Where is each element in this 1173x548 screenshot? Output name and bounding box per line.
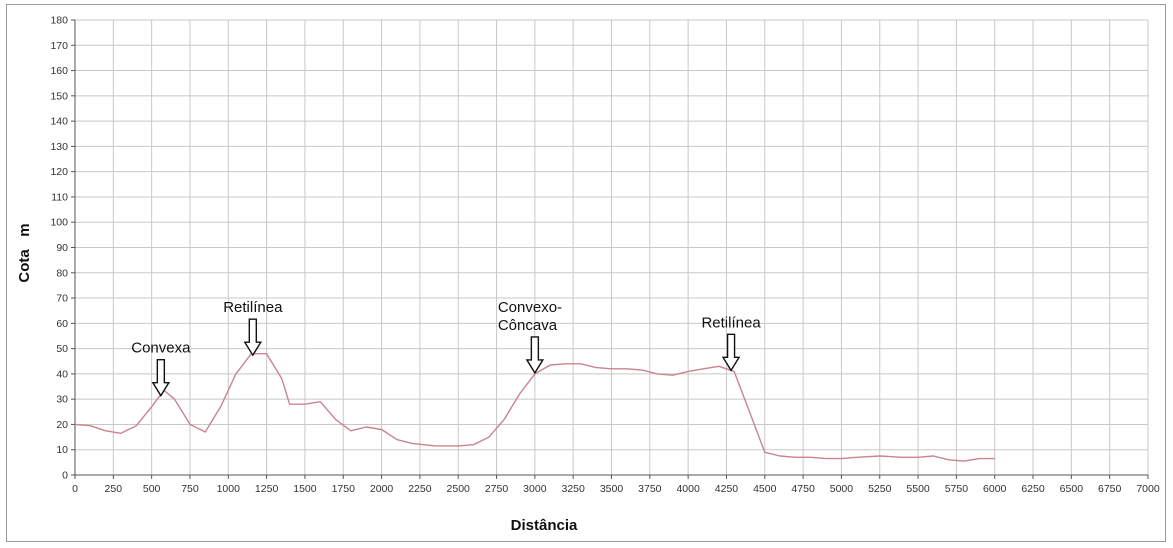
- axes: [71, 19, 1149, 479]
- series-layer: [74, 353, 995, 462]
- x-tick-label: 4000: [676, 483, 700, 495]
- annotation-label: Retilínea: [223, 299, 283, 316]
- x-tick-label: 6500: [1060, 483, 1084, 495]
- x-tick-labels: 0 250 500 750 1000 1250 1500 1750 2000 2250 2500 27…: [72, 483, 1160, 495]
- annotation-label: Retilínea: [701, 314, 761, 331]
- y-tick-label: 160: [50, 65, 68, 77]
- x-tick-label: 750: [181, 483, 199, 495]
- x-tick-label: 2000: [370, 483, 394, 495]
- grid: [75, 19, 1149, 475]
- x-tick-label: 1250: [255, 483, 279, 495]
- y-tick-label: 20: [56, 419, 68, 431]
- x-tick-label: 250: [105, 483, 123, 495]
- x-tick-label: 6250: [1021, 483, 1045, 495]
- x-axis-title: Distância: [511, 517, 578, 534]
- y-tick-label: 110: [51, 191, 68, 203]
- x-tick-label: 3250: [561, 483, 585, 495]
- x-tick-label: 3000: [523, 483, 547, 495]
- x-tick-label: 6000: [983, 483, 1007, 495]
- chart-frame: 0 250 500 750 1000 1250 1500 1750 2000 2250 2500 27…: [6, 4, 1166, 542]
- x-tick-label: 1500: [293, 483, 317, 495]
- y-tick-label: 10: [56, 444, 68, 456]
- x-tick-label: 3500: [600, 483, 624, 495]
- x-tick-label: 6750: [1098, 483, 1122, 495]
- y-tick-label: 30: [56, 394, 68, 406]
- y-tick-label: 70: [56, 293, 68, 305]
- annotation-line: Retilínea: [701, 314, 761, 331]
- y-tick-label: 120: [50, 166, 68, 178]
- x-tick-label: 5500: [906, 483, 930, 495]
- annotation-line: Côncava: [498, 317, 558, 334]
- y-tick-labels: 0 10 20 30 40 50 60 70 80 90 100 110 120 130 140 150 160…: [50, 15, 68, 482]
- x-tick-label: 5250: [868, 483, 892, 495]
- y-tick-label: 180: [50, 15, 68, 27]
- arrow-down-icon: [151, 358, 171, 397]
- x-tick-label: 4750: [791, 483, 815, 495]
- annotation-label: Convexa: [131, 340, 191, 357]
- y-axis-title: Cota m: [16, 223, 33, 282]
- x-tick-label: 1750: [332, 483, 356, 495]
- x-tick-label: 0: [72, 483, 78, 495]
- annotation-line: Convexa: [131, 340, 191, 357]
- x-tick-label: 1000: [217, 483, 241, 495]
- annotation: Retilínea: [223, 299, 283, 357]
- annotation: Convexo-Côncava: [498, 299, 562, 375]
- annotation-line: Retilínea: [223, 299, 283, 316]
- x-tick-label: 3750: [638, 483, 662, 495]
- x-tick-label: 2500: [447, 483, 471, 495]
- annotation: Convexa: [131, 340, 191, 397]
- arrow-down-icon: [243, 318, 263, 357]
- x-tick-label: 4500: [753, 483, 777, 495]
- x-tick-label: 2750: [485, 483, 509, 495]
- y-tick-label: 90: [56, 242, 68, 254]
- x-tick-label: 4250: [715, 483, 739, 495]
- arrow-down-icon: [525, 336, 545, 375]
- y-tick-label: 140: [50, 116, 68, 128]
- x-tick-label: 5000: [830, 483, 854, 495]
- annotations: Convexa Retilínea Convexo-Côncava Retilínea: [131, 299, 761, 397]
- y-tick-label: 170: [50, 40, 68, 52]
- annotation-label: Convexo-Côncava: [498, 299, 562, 334]
- x-tick-label: 7000: [1136, 483, 1160, 495]
- arrow-down-icon: [721, 333, 741, 372]
- y-tick-label: 60: [56, 318, 68, 330]
- x-tick-label: 2250: [408, 483, 432, 495]
- y-tick-label: 50: [56, 343, 68, 355]
- y-tick-label: 80: [56, 267, 68, 279]
- annotation: Retilínea: [701, 314, 761, 372]
- y-tick-label: 100: [50, 217, 68, 229]
- x-tick-label: 500: [143, 483, 161, 495]
- y-tick-label: 0: [62, 470, 68, 482]
- line-chart: 0 250 500 750 1000 1250 1500 1750 2000 2250 2500 27…: [16, 15, 1160, 535]
- x-tick-label: 5750: [945, 483, 969, 495]
- series-line: [74, 353, 995, 462]
- y-tick-label: 130: [50, 141, 68, 153]
- y-tick-label: 150: [50, 90, 68, 102]
- y-tick-label: 40: [56, 368, 68, 380]
- annotation-line: Convexo-: [498, 299, 562, 316]
